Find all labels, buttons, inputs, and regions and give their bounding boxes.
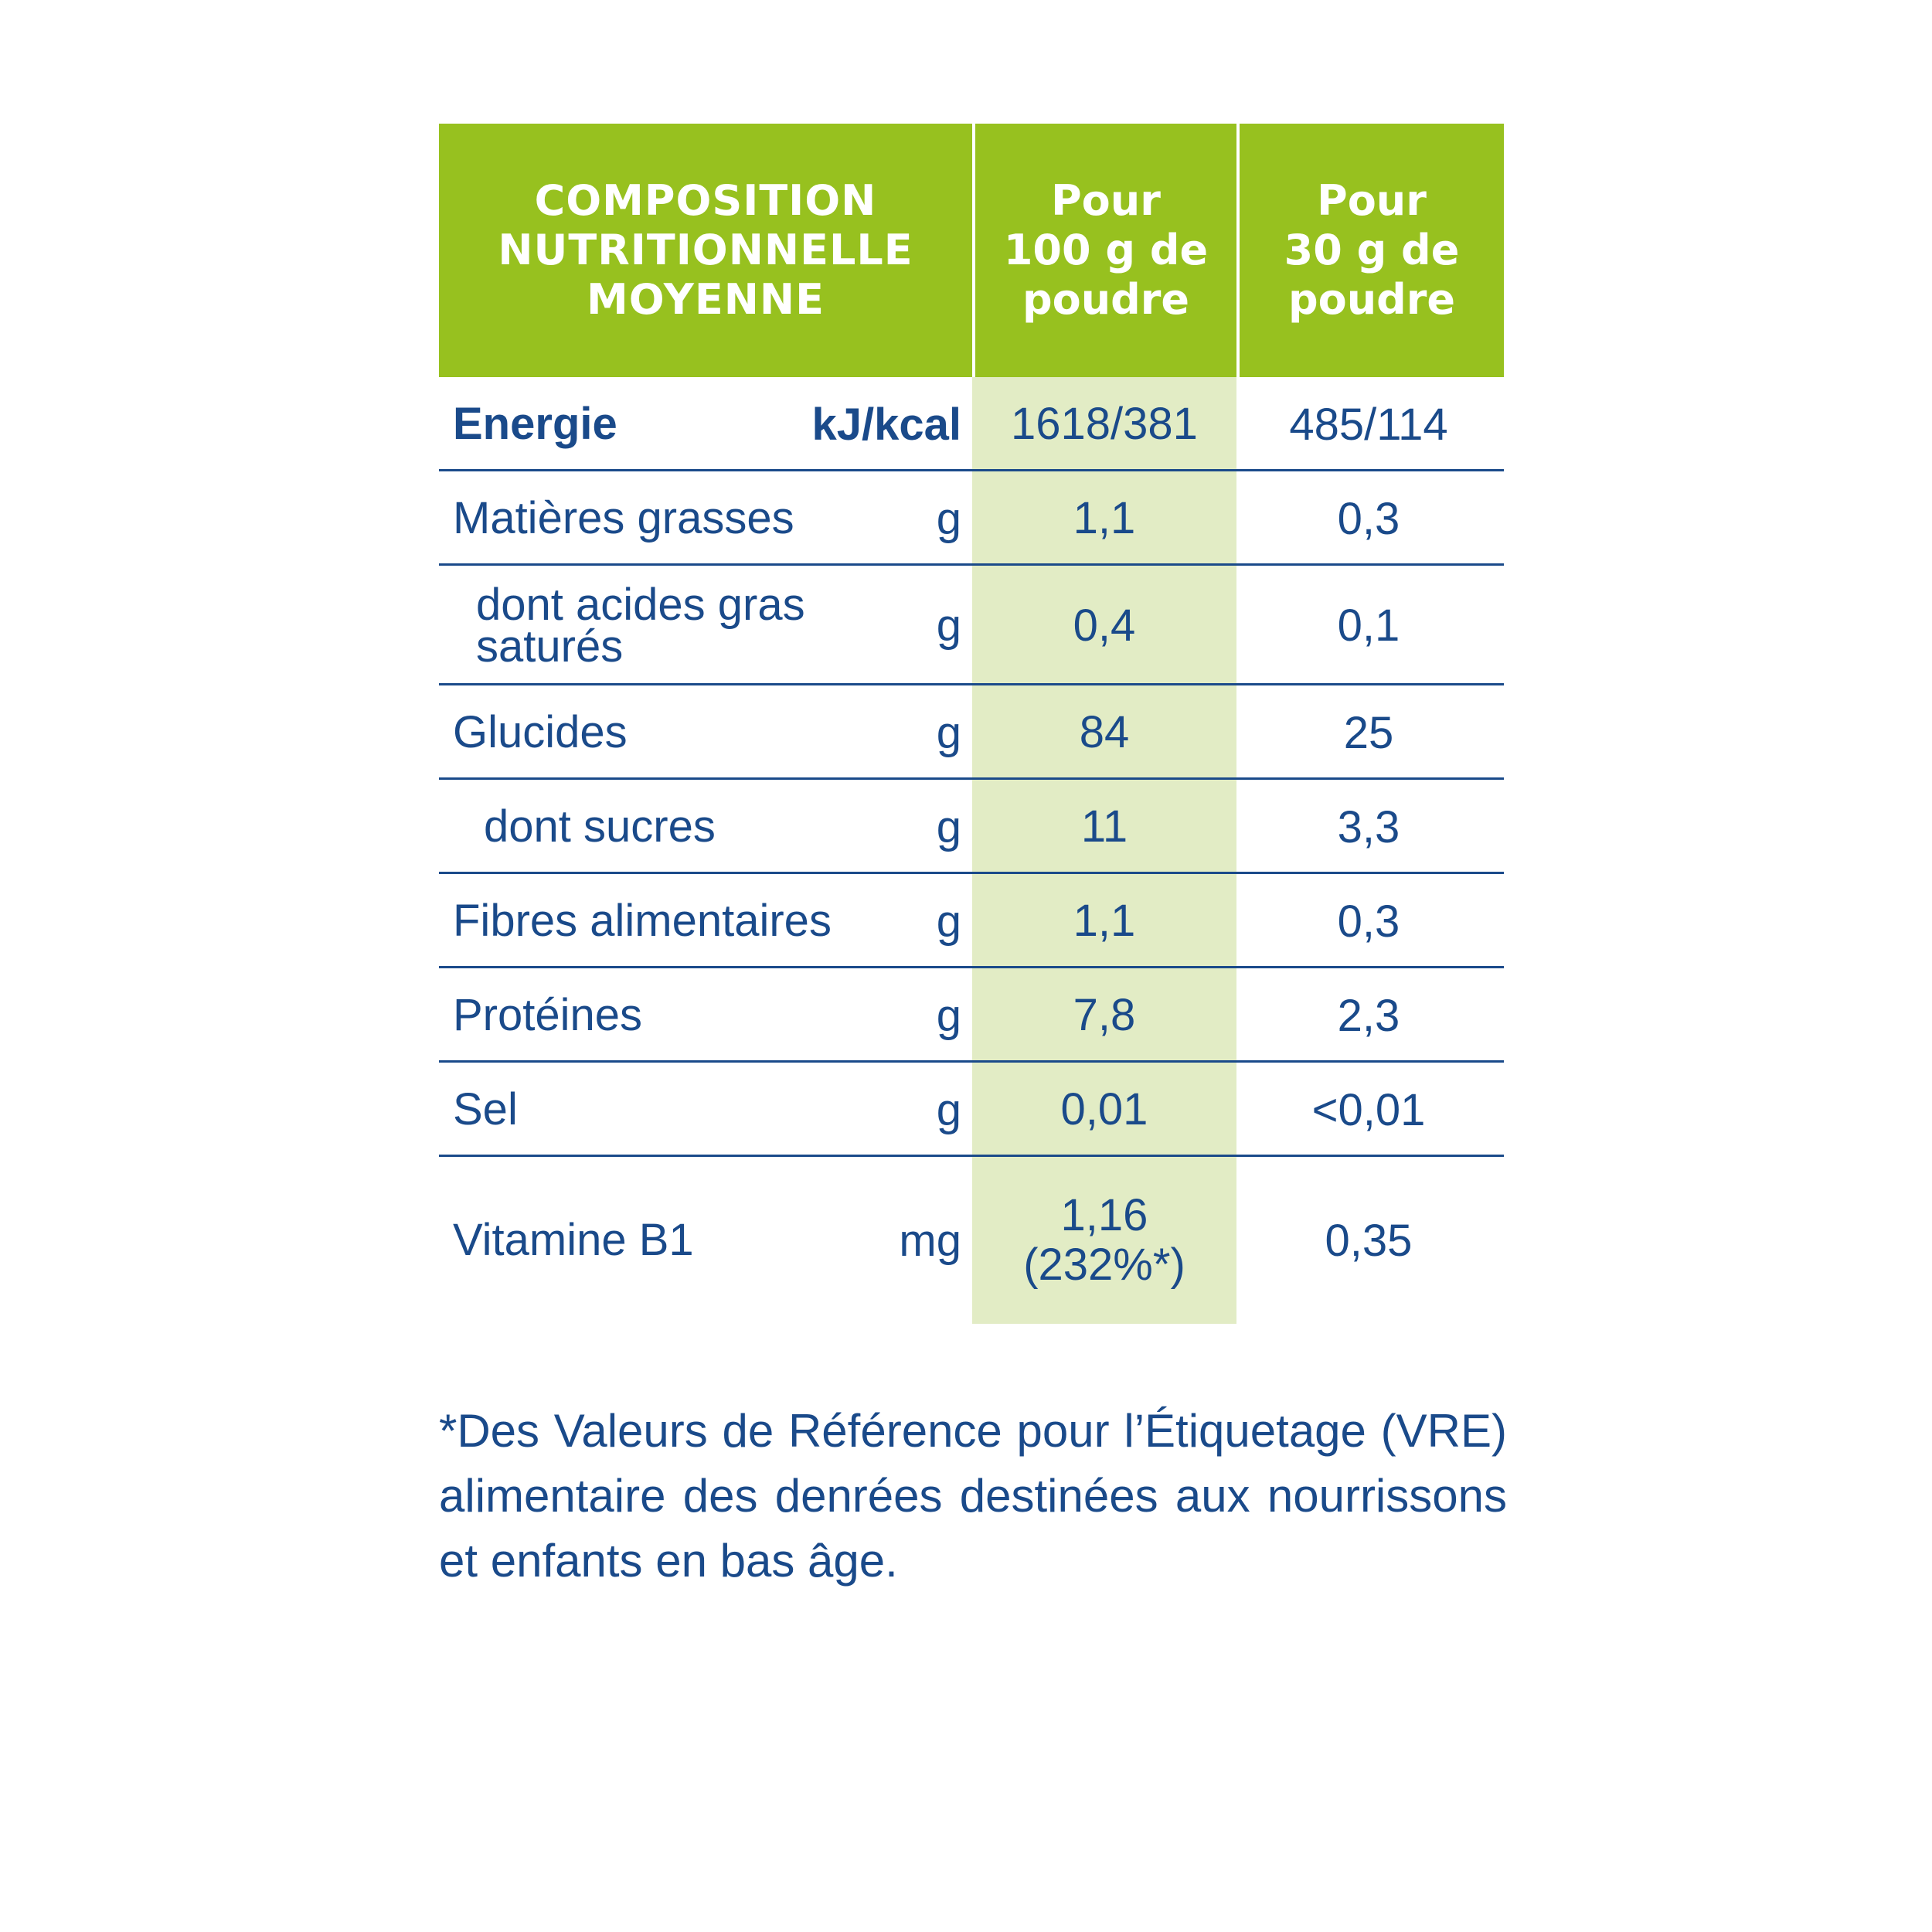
header-composition-text: COMPOSITION NUTRITIONNELLE MOYENNE [498,176,913,324]
row-unit: kJ/kcal [811,399,961,450]
value-per-30g: 485/114 [1289,399,1448,450]
table-row-glucides: Glucides g 84 25 [439,685,1504,780]
value-per-30g: 3,3 [1337,801,1400,852]
value-per-100g: 7,8 [972,968,1236,1063]
row-label: Glucides [453,707,628,757]
row-unit: g [936,493,961,544]
row-label: Matières grasses [453,493,794,543]
header-per-100g: Pour 100 g de poudre [975,124,1236,377]
value-per-30g: 0,35 [1325,1215,1413,1266]
row-unit: g [936,801,961,852]
row-unit: g [936,1084,961,1135]
table-row-matieres-grasses: Matières grasses g 1,1 0,3 [439,471,1504,566]
value-per-30g: 0,3 [1337,493,1400,544]
header-composition: COMPOSITION NUTRITIONNELLE MOYENNE [439,124,972,377]
value-per-100g: 0,4 [972,566,1236,685]
row-label: Fibres alimentaires [453,896,832,946]
row-label: dont sucres [484,801,716,852]
row-unit: g [936,707,961,758]
row-label: Protéines [453,990,643,1040]
footnote: *Des Valeurs de Référence pour l’Étiquet… [439,1405,1507,1587]
table-row-sel: Sel g 0,01 <0,01 [439,1063,1504,1157]
value-per-30g: <0,01 [1311,1084,1426,1135]
row-label: Energie [453,399,617,449]
value-per-100g: 1,1 [972,874,1236,968]
table-row-proteines: Protéines g 7,8 2,3 [439,968,1504,1063]
row-label: Vitamine B1 [453,1215,694,1265]
value-per-100g: 11 [972,780,1236,874]
table-row-vitamine-b1: Vitamine B1 mg 1,16 (232%*) 0,35 [439,1157,1504,1324]
header-per-30g-text: Pour 30 g de poudre [1284,176,1460,324]
row-unit: g [936,896,961,947]
table-row-energie: Energie kJ/kcal 1618/381 485/114 [439,377,1504,471]
header-per-100g-text: Pour 100 g de poudre [1003,176,1209,324]
nutrition-table: COMPOSITION NUTRITIONNELLE MOYENNE Pour … [439,124,1504,1324]
value-per-100g: 1,16 (232%*) [972,1157,1236,1324]
value-per-100g: 0,01 [972,1063,1236,1157]
value-per-30g: 2,3 [1337,990,1400,1041]
row-label: dont acides gras saturés [476,579,805,672]
row-label: Sel [453,1084,518,1134]
table-row-sucres: dont sucres g 11 3,3 [439,780,1504,874]
table-header: COMPOSITION NUTRITIONNELLE MOYENNE Pour … [439,124,1504,377]
value-per-30g: 0,1 [1337,600,1400,651]
value-per-30g: 0,3 [1337,896,1400,947]
row-unit: g [936,990,961,1041]
row-unit: g [936,600,961,651]
value-per-100g: 84 [972,685,1236,780]
row-unit: mg [899,1215,961,1266]
header-per-30g: Pour 30 g de poudre [1240,124,1504,377]
table-row-acides-gras-satures: dont acides gras saturés g 0,4 0,1 [439,566,1504,685]
value-per-30g: 25 [1343,707,1394,758]
value-per-100g: 1,1 [972,471,1236,566]
value-per-100g: 1618/381 [972,377,1236,471]
table-row-fibres: Fibres alimentaires g 1,1 0,3 [439,874,1504,968]
